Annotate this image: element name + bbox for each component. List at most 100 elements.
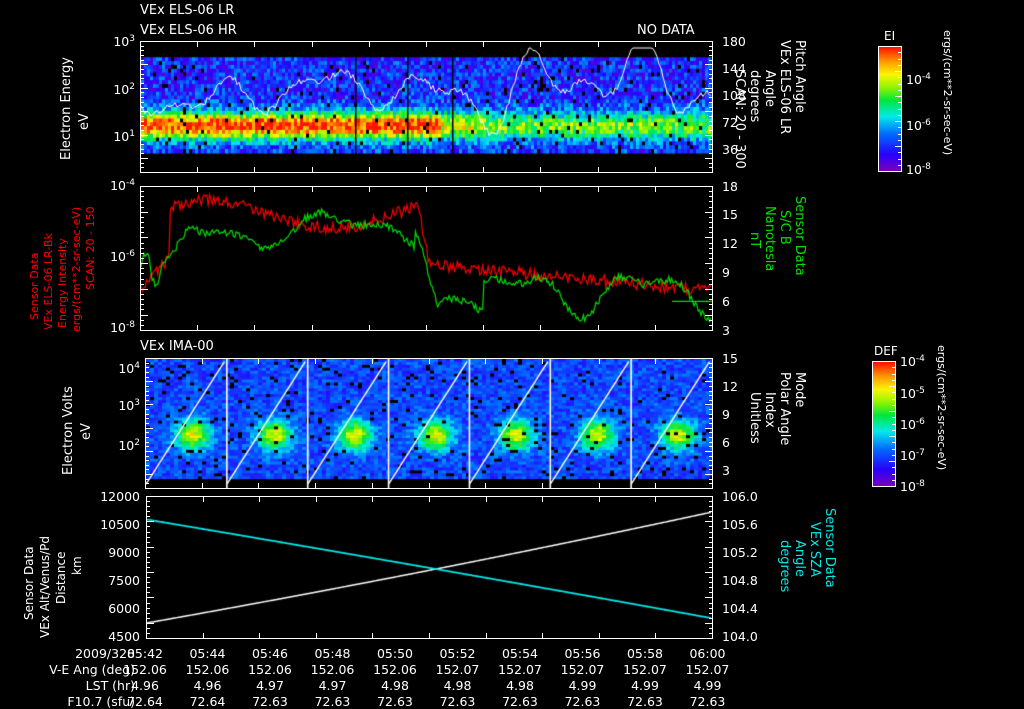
axis-tick	[709, 413, 713, 415]
panel4-right-ytick-5: 104.0	[722, 629, 758, 644]
axis-tick	[895, 121, 902, 122]
axis-tick	[709, 536, 713, 538]
def-colorbar-tick-2: 10-6	[900, 416, 925, 432]
table-cell-ve-ang-3: 152.06	[310, 662, 355, 677]
axis-tick	[898, 139, 902, 141]
panel1-left-axis-label-line1: Electron Energy	[59, 57, 74, 160]
axis-tick	[485, 496, 487, 502]
axis-tick	[898, 58, 902, 60]
axis-tick	[709, 501, 713, 503]
panel4-left-axis-label-line4: km	[70, 556, 84, 575]
axis-tick	[140, 41, 148, 42]
axis-tick	[709, 592, 713, 594]
table-cell-lst-3: 4.97	[318, 678, 347, 693]
axis-tick	[709, 367, 713, 369]
axis-tick	[709, 632, 713, 634]
axis-tick	[709, 252, 713, 254]
axis-tick	[254, 167, 256, 173]
axis-tick	[709, 115, 713, 117]
axis-tick	[709, 247, 713, 249]
table-cell-time-0: 05:42	[126, 646, 164, 661]
axis-tick	[140, 247, 144, 249]
axis-tick	[140, 237, 148, 239]
axis-tick	[140, 78, 144, 80]
axis-tick	[898, 108, 902, 110]
panel2-right-ytick-4: 6	[722, 294, 730, 309]
panel1-ytick-2: 101	[113, 128, 135, 144]
axis-tick	[597, 41, 599, 47]
axis-tick	[709, 106, 713, 108]
axis-tick	[315, 633, 317, 639]
axis-tick	[145, 385, 149, 387]
panel2-left-axis-label-line3: Energy Intensity	[56, 238, 69, 328]
ei-colorbar-gradient	[879, 47, 901, 171]
axis-tick	[709, 294, 713, 295]
panel3-right-ytick-2: 9	[722, 407, 730, 422]
axis-tick	[709, 59, 713, 61]
axis-tick	[892, 398, 896, 400]
table-row-label-f107: F10.7 (sfu)	[67, 694, 135, 709]
axis-tick	[898, 83, 902, 85]
panel4-line-plot[interactable]	[147, 497, 712, 638]
axis-tick	[140, 69, 144, 71]
axis-tick	[709, 83, 713, 85]
axis-tick	[709, 222, 713, 223]
axis-tick	[368, 41, 370, 47]
axis-tick	[140, 319, 144, 321]
axis-tick	[146, 501, 150, 503]
axis-tick	[597, 167, 599, 173]
axis-tick	[140, 143, 144, 145]
table-cell-ve-ang-1: 152.06	[185, 662, 230, 677]
axis-tick	[146, 572, 154, 574]
panel2-line-plot[interactable]	[141, 187, 712, 330]
axis-tick	[892, 454, 896, 456]
axis-tick	[311, 167, 313, 173]
panel4-right-ytick-4: 104.4	[722, 601, 758, 616]
axis-tick	[145, 409, 149, 411]
axis-tick	[892, 404, 896, 406]
axis-tick	[146, 607, 150, 609]
axis-tick	[372, 633, 374, 639]
axis-tick	[145, 427, 153, 429]
axis-tick	[709, 50, 713, 52]
axis-tick	[540, 41, 542, 47]
panel3-ytick-1: 103	[118, 397, 140, 413]
axis-tick	[146, 577, 150, 579]
panel3-ytick-0: 104	[118, 360, 140, 376]
axis-tick	[140, 325, 141, 331]
panel2-right-axis-label-line1: Sensor Data	[792, 196, 807, 276]
table-cell-lst-5: 4.98	[443, 678, 472, 693]
panel4-left-axis-label-line2: VEx Alt/Venus/Pd	[38, 535, 52, 638]
axis-tick	[598, 633, 600, 639]
panel3-spectrogram[interactable]	[146, 359, 712, 488]
axis-tick	[712, 41, 713, 47]
axis-tick	[146, 536, 150, 538]
table-cell-lst-2: 4.97	[256, 678, 284, 693]
axis-tick	[426, 186, 427, 192]
axis-tick	[146, 627, 150, 629]
table-cell-time-2: 05:46	[251, 646, 289, 661]
axis-tick	[709, 167, 713, 169]
axis-tick	[140, 129, 144, 131]
axis-tick	[709, 464, 713, 466]
axis-tick	[709, 268, 713, 270]
axis-tick	[709, 551, 713, 553]
axis-tick	[140, 157, 148, 159]
panel1-spectrogram[interactable]	[141, 42, 712, 172]
axis-tick	[889, 461, 896, 462]
axis-tick	[140, 83, 144, 85]
panel3-right-axis-label-line3: Index	[762, 392, 777, 428]
axis-tick	[709, 55, 713, 57]
panel2-left-axis-label-line1: Sensor Data	[28, 252, 41, 320]
axis-tick	[898, 102, 902, 104]
panel4-left-axis-label-line3: Distance	[54, 551, 68, 604]
axis-tick	[146, 592, 150, 594]
panel2-right-axis-label-line3: Nanotesla	[762, 206, 777, 272]
panel3-right-axis-label-line1: Mode	[792, 372, 807, 408]
axis-tick	[145, 390, 149, 392]
axis-tick	[140, 273, 144, 275]
axis-tick	[892, 423, 896, 425]
axis-tick	[146, 511, 150, 513]
axis-tick	[709, 506, 713, 508]
axis-tick	[654, 167, 656, 173]
